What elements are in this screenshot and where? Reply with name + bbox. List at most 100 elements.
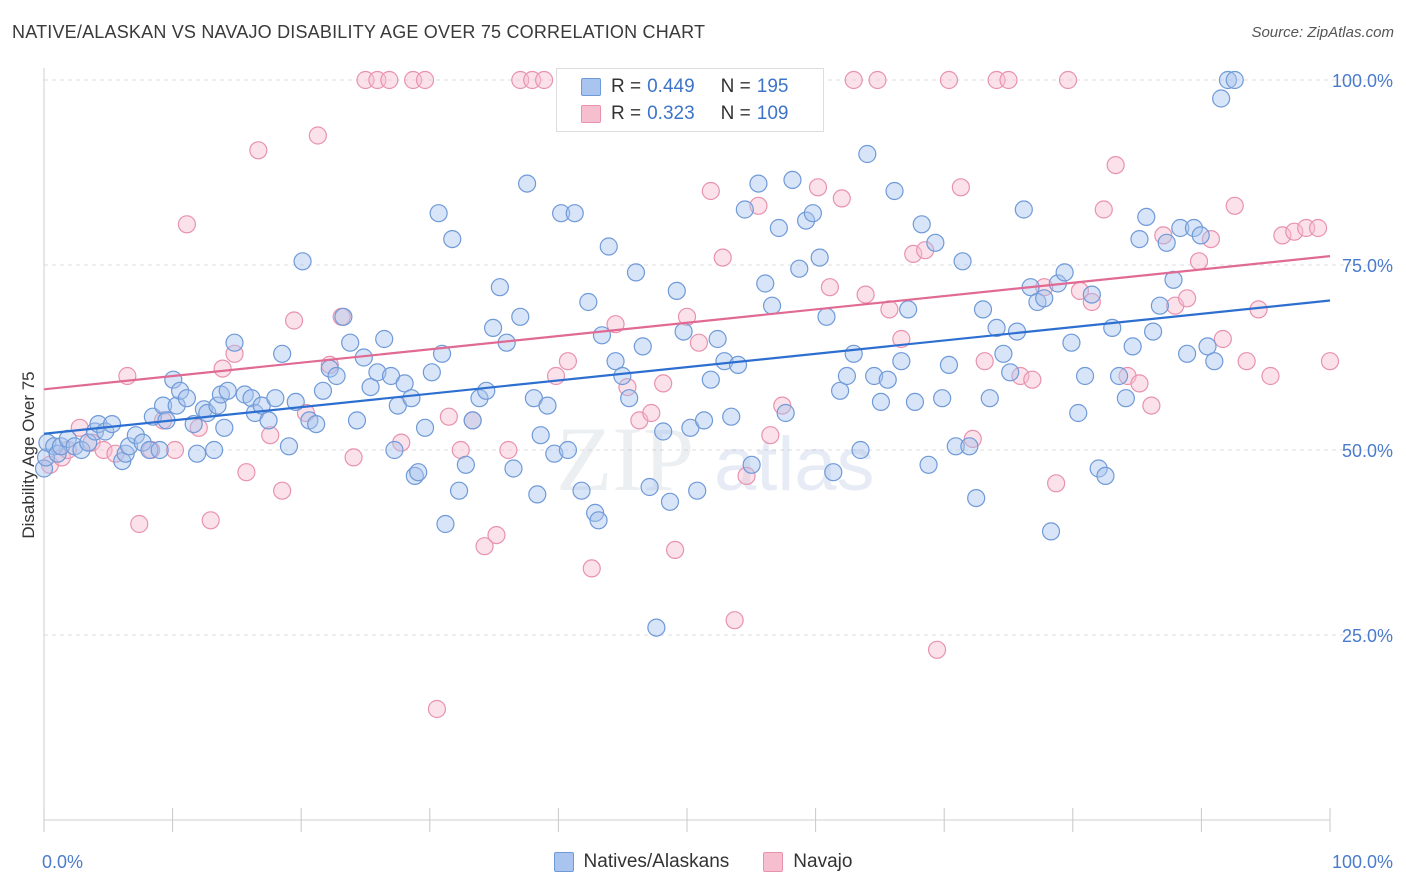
data-point: [665, 540, 685, 560]
data-point: [572, 481, 591, 500]
data-point: [436, 514, 455, 534]
blue-swatch-icon: [553, 852, 574, 872]
r-value: 0.449: [647, 76, 695, 97]
data-point: [1191, 226, 1210, 245]
data-point: [535, 70, 554, 90]
data-point: [973, 300, 993, 319]
data-point: [1106, 156, 1125, 175]
natives-trend-line: [43, 299, 1331, 435]
data-point: [511, 307, 530, 326]
r-value: 0.323: [647, 103, 695, 124]
data-point: [1075, 366, 1095, 386]
data-point: [1130, 230, 1149, 249]
data-point: [225, 333, 244, 352]
data-point: [558, 440, 578, 460]
data-point: [395, 374, 414, 393]
data-point: [808, 178, 828, 197]
data-point: [518, 174, 537, 193]
data-point: [427, 699, 447, 719]
data-point: [102, 415, 122, 434]
data-point: [126, 426, 145, 445]
chart-title: NATIVE/ALASKAN VS NAVAJO DISABILITY AGE …: [12, 22, 706, 42]
data-point: [1089, 459, 1108, 478]
data-point: [94, 440, 113, 460]
data-point: [153, 396, 173, 415]
data-point: [987, 318, 1006, 337]
data-point: [1041, 522, 1061, 541]
data-point: [728, 355, 748, 374]
data-point: [1109, 366, 1129, 386]
data-point: [213, 359, 232, 378]
data-point: [742, 455, 761, 474]
data-point: [187, 444, 207, 463]
data-point: [1150, 296, 1169, 315]
navajo-trend-line: [43, 255, 1331, 391]
data-point: [1285, 222, 1304, 241]
data-point: [490, 278, 509, 297]
y-tick-label: 100.0%: [1332, 71, 1393, 91]
data-point: [756, 274, 775, 293]
data-point: [463, 411, 482, 430]
data-point: [769, 218, 788, 238]
data-point: [150, 440, 169, 460]
n-value: 195: [756, 76, 789, 97]
data-point: [133, 433, 152, 452]
r-label: R =: [611, 76, 642, 97]
data-point: [613, 366, 632, 386]
data-point: [1137, 207, 1156, 226]
data-point: [722, 407, 741, 426]
data-point: [725, 611, 744, 630]
y-tick-label: 75.0%: [1342, 256, 1393, 276]
data-point: [737, 466, 756, 485]
data-point: [341, 333, 360, 352]
series-legend: Natives/Alaskans Navajo: [0, 851, 1406, 873]
data-point: [308, 126, 327, 145]
data-point: [856, 285, 875, 304]
blue-swatch-icon: [581, 78, 601, 96]
data-point: [449, 481, 469, 500]
data-point: [119, 437, 139, 456]
data-point: [1320, 352, 1340, 371]
data-point: [810, 248, 829, 267]
y-tick-label: 25.0%: [1342, 626, 1393, 646]
data-point: [701, 181, 720, 201]
data-point: [284, 311, 304, 330]
data-point: [237, 463, 256, 482]
data-point: [293, 252, 312, 271]
data-point: [1069, 403, 1088, 423]
data-point: [688, 481, 707, 500]
axes: [43, 68, 1331, 832]
data-point: [1143, 322, 1163, 341]
data-point: [933, 389, 952, 408]
data-point: [1189, 252, 1209, 271]
data-point: [620, 389, 639, 408]
data-point: [1178, 344, 1197, 363]
data-point: [783, 170, 802, 189]
data-point: [713, 248, 732, 267]
data-point: [177, 215, 196, 234]
data-point: [1218, 70, 1238, 90]
data-point: [545, 444, 564, 463]
data-point: [177, 389, 196, 408]
data-point: [1201, 230, 1221, 249]
watermark-atlas: atlas: [714, 422, 875, 507]
legend-label-natives: Natives/Alaskans: [583, 851, 730, 872]
n-label: N =: [720, 103, 751, 124]
source-label: Source: ZipAtlas.com: [1251, 24, 1394, 41]
data-point: [205, 440, 224, 460]
data-point: [1308, 218, 1328, 238]
data-point: [1035, 289, 1054, 308]
data-point: [980, 389, 999, 408]
legend-row-navajo: R = 0.323 N = 109: [557, 101, 788, 127]
data-point: [1023, 370, 1042, 389]
data-point: [344, 448, 363, 467]
data-point: [647, 618, 666, 637]
data-point: [429, 204, 448, 223]
data-point: [837, 366, 856, 386]
data-point: [868, 70, 887, 90]
data-point: [504, 459, 523, 478]
data-point: [790, 259, 809, 278]
data-point: [844, 70, 863, 90]
data-point: [749, 174, 768, 193]
data-point: [689, 333, 709, 352]
